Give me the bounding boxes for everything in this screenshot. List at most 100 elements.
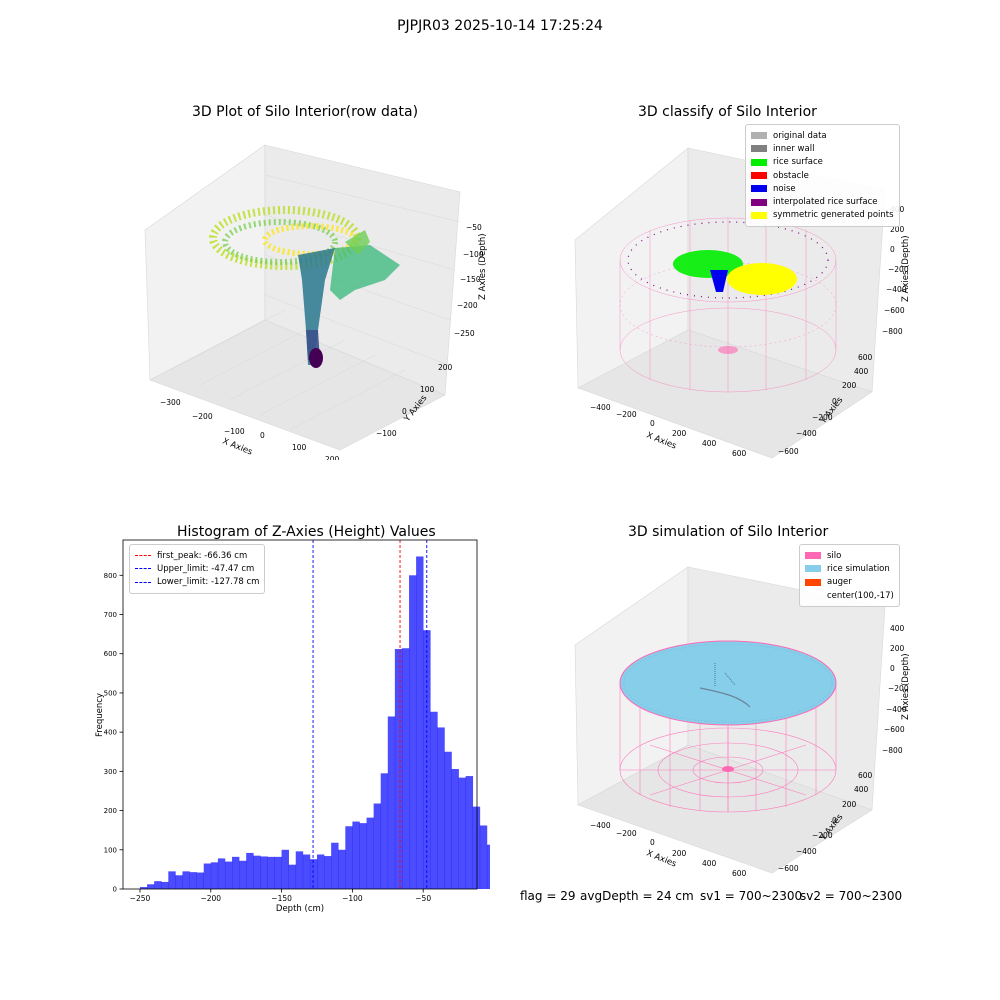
histogram-bar: [359, 823, 367, 889]
histogram-legend: first_peak: -66.36 cm Upper_limit: -47.4…: [129, 544, 266, 594]
classify-ytick: 400: [854, 367, 869, 376]
simulation-ticks: −400 −200 0 200 400 600 −600 −400 −200 0…: [590, 624, 909, 878]
histogram-y-tick-label: 600: [104, 650, 117, 658]
simulation-ytick: −600: [778, 864, 799, 873]
classify-ytick: −200: [812, 413, 833, 422]
classify-plot-title: 3D classify of Silo Interior: [638, 104, 817, 120]
legend-label: inner wall: [773, 143, 815, 154]
legend-entry: obstacle: [751, 169, 894, 182]
histogram-bar: [224, 861, 233, 889]
classify-zlabel: Z Axies (Depth): [901, 235, 911, 302]
raw-xtick: 200: [325, 455, 340, 460]
legend-swatch: [751, 132, 767, 140]
legend-swatch: [751, 158, 767, 166]
histogram-bar: [147, 884, 155, 889]
raw-ytick: 100: [420, 385, 435, 394]
flag-text: flag = 29: [520, 889, 576, 903]
histogram-y-ticks: 0 100 200 300 400 500 600 700 800: [104, 572, 123, 894]
raw-ytick: 0: [402, 407, 407, 416]
raw-xtick: 0: [260, 431, 265, 440]
simulation-rice-surface: [619, 640, 837, 726]
histogram-bars: [139, 556, 490, 889]
raw-ytick: 200: [438, 363, 453, 372]
simulation-ztick: −800: [882, 746, 903, 755]
histogram-bar: [196, 872, 205, 889]
histogram-bar: [217, 858, 226, 889]
histogram-y-tick-label: 0: [113, 886, 117, 894]
histogram-bar: [161, 881, 169, 889]
legend-label: original data: [773, 130, 827, 141]
classify-ytick: 200: [842, 381, 857, 390]
legend-entry: inner wall: [751, 142, 894, 155]
raw-xlabel: X Axies: [221, 437, 254, 458]
raw-xtick: 100: [292, 443, 307, 452]
legend-swatch: [805, 565, 821, 573]
simulation-ztick: 0: [890, 664, 895, 673]
simulation-xtick: 0: [650, 838, 655, 847]
classify-xtick: −400: [590, 403, 611, 412]
histogram-bar: [295, 851, 304, 889]
histogram-x-tick-label: −250: [130, 894, 151, 903]
classify-ytick: 600: [858, 353, 873, 362]
histogram-bar: [416, 556, 424, 889]
histogram-bar: [168, 871, 176, 889]
simulation-xtick: 400: [702, 859, 717, 868]
legend-entry: symmetric generated points: [751, 209, 894, 222]
histogram-bar: [316, 854, 325, 889]
legend-label: Upper_limit: -47.47 cm: [157, 563, 255, 574]
raw-ticks: −300 −200 −100 0 100 200 −100 0 100 200 …: [160, 223, 484, 460]
histogram-x-ticks: −250 −200 −150 −100 −50: [130, 889, 431, 903]
simulation-plot-title: 3D simulation of Silo Interior: [628, 524, 829, 540]
simulation-ytick: 400: [854, 785, 869, 794]
histogram-bar: [189, 872, 197, 889]
sv1-text: sv1 = 700~2300: [700, 889, 803, 903]
classify-3d-plot: −400 −200 0 200 400 600 −600 −400 −200 0…: [574, 147, 911, 459]
histogram-bar: [302, 854, 311, 889]
histogram-x-tick-label: −200: [200, 894, 221, 903]
histogram-reference-lines: [312, 540, 428, 889]
histogram-bar: [253, 855, 261, 889]
histogram-y-tick-label: 700: [104, 611, 117, 619]
histogram-bar: [430, 711, 438, 889]
histogram-bar: [401, 648, 410, 889]
legend-entry: Lower_limit: -127.78 cm: [135, 576, 259, 589]
simulation-legend: silo rice simulation auger center(100,-1…: [799, 544, 900, 608]
legend-label: noise: [773, 183, 796, 194]
simulation-ytick: 600: [858, 771, 873, 780]
simulation-ytick: −200: [812, 831, 833, 840]
histogram-bar: [239, 860, 247, 889]
legend-label: symmetric generated points: [773, 210, 894, 221]
raw-ztick: −50: [466, 223, 482, 232]
histogram-bar: [281, 849, 289, 889]
legend-swatch: [805, 578, 821, 586]
classify-ztick: −400: [886, 285, 907, 294]
sv2-text: sv2 = 700~2300: [800, 889, 903, 903]
histogram-bar: [267, 856, 275, 889]
raw-pane-floor: [149, 319, 446, 451]
classify-xtick: 400: [702, 439, 717, 448]
legend-swatch: [751, 198, 767, 206]
histogram-xlabel: Depth (cm): [276, 904, 324, 914]
raw-ztick: −150: [460, 275, 481, 284]
classify-xtick: 600: [732, 449, 747, 458]
histogram-bar: [324, 856, 332, 889]
histogram-bar: [345, 826, 353, 889]
histogram-bar: [260, 856, 268, 889]
classify-ztick: −800: [882, 327, 903, 336]
histogram-bar: [338, 849, 346, 889]
legend-swatch: [751, 211, 767, 219]
legend-entry: auger: [805, 576, 894, 589]
legend-swatch: [751, 185, 767, 193]
histogram-bar: [472, 806, 481, 889]
simulation-ztick: 400: [890, 624, 905, 633]
simulation-auger: [699, 663, 751, 708]
legend-label: center(100,-17): [827, 590, 894, 601]
legend-label: Lower_limit: -127.78 cm: [157, 577, 260, 588]
histogram-bar: [486, 844, 490, 889]
histogram-bar: [465, 776, 474, 889]
histogram-bar: [437, 727, 445, 889]
simulation-ztick: 200: [890, 644, 905, 653]
raw-ztick: −100: [463, 250, 484, 259]
classify-ytick: −600: [778, 447, 799, 456]
simulation-xtick: −200: [616, 829, 637, 838]
